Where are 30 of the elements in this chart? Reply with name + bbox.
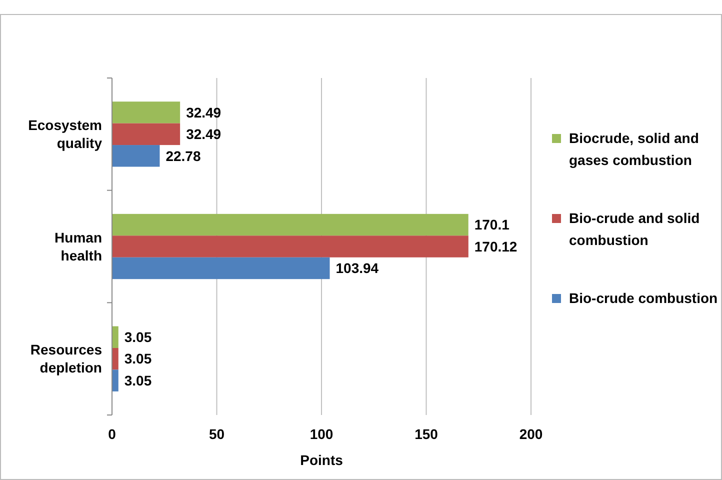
y-tick-label: Human health [54,229,102,264]
bar [112,214,468,236]
data-label: 3.05 [124,372,152,388]
data-label: 170.12 [474,238,518,254]
data-label: 170.1 [474,216,510,233]
legend-label: Bio-crude and solid combustion [569,210,700,248]
y-tick-label: Resources depletion [30,342,102,376]
x-tick-label: 150 [414,426,438,442]
bar [112,326,118,348]
data-label: 103.94 [336,260,379,276]
bar [112,236,468,258]
bar [112,348,118,370]
legend-label: Bio-crude combustion [569,290,718,306]
x-tick-label: 100 [310,426,334,442]
x-tick-label: 0 [108,426,116,442]
x-axis-title: Points [300,452,344,468]
bar [112,257,330,280]
data-label: 32.49 [186,126,222,142]
data-label: 3.05 [124,350,152,367]
y-tick-label: Ecosystem quality [28,117,102,152]
bar [112,123,180,146]
data-label: 22.78 [166,148,201,164]
bar [112,370,118,392]
bar [112,102,180,124]
legend-label: Biocrude, solid and gases combustion [569,130,699,168]
bar [112,145,160,167]
x-tick-label: 50 [208,426,225,442]
data-label: 3.05 [124,329,152,346]
x-tick-label: 200 [519,426,543,442]
data-label: 32.49 [186,104,222,120]
